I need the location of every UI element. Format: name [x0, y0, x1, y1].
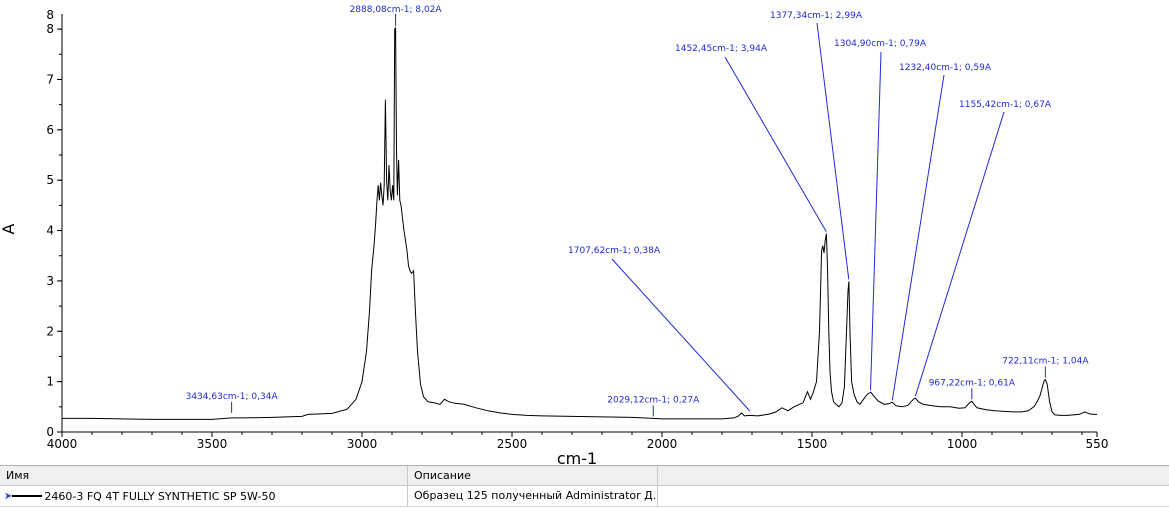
x-axis-label: cm-1 — [557, 449, 597, 465]
annotation-leader-line — [816, 22, 850, 280]
legend-row-description: Образец 125 полученный Administrator Д..… — [408, 486, 658, 506]
chart-axes: 4000 3500 3000 2500 2000 1500 1000 550 0 1 2 3 4 5 6 7 8… — [46, 8, 1108, 451]
annotation-leader-line — [611, 258, 751, 412]
peak-annotation-label: 1155,42cm-1; 0,67A — [959, 100, 1052, 110]
peak-annotation-label: 1232,40cm-1; 0,59A — [899, 63, 992, 73]
plot-area — [62, 26, 1097, 420]
y-tick-label: 4 — [46, 224, 54, 238]
legend-row[interactable]: ➤ 2460-3 FQ 4T FULLY SYNTHETIC SP 5W-50 … — [0, 486, 1169, 507]
legend-row-spacer — [658, 486, 1169, 506]
y-axis-label: A — [0, 223, 18, 234]
spectrum-chart: 4000 3500 3000 2500 2000 1500 1000 550 0 1 2 3 4 5 6 7 8… — [0, 5, 1108, 465]
series-line-swatch-icon — [12, 495, 43, 497]
y-tick-label: 6 — [46, 123, 54, 137]
y-tick-label: 2 — [46, 324, 54, 338]
x-tick-label: 3500 — [197, 437, 228, 451]
legend-header-name[interactable]: Имя — [0, 466, 408, 485]
x-tick-label: 2000 — [647, 437, 678, 451]
peak-annotation-label: 1707,62cm-1; 0,38A — [568, 246, 661, 256]
x-tick-label: 3000 — [347, 437, 378, 451]
y-tick-label: 8 — [46, 22, 54, 36]
peak-annotation-label: 2029,12cm-1; 0,27A — [607, 395, 700, 405]
x-tick-label: 1500 — [797, 437, 828, 451]
peak-annotation-label: 1377,34cm-1; 2,99A — [770, 11, 863, 21]
peak-annotation-label: 1452,45cm-1; 3,94A — [675, 44, 768, 54]
y-tick-label: 5 — [46, 173, 54, 187]
peak-annotation-label: 3434,63cm-1; 0,34A — [186, 392, 279, 402]
peak-annotation-label: 1304,90cm-1; 0,79A — [834, 39, 927, 49]
legend-row-name-cell[interactable]: ➤ 2460-3 FQ 4T FULLY SYNTHETIC SP 5W-50 — [0, 486, 408, 506]
y-axis-top-label: 8 — [46, 8, 54, 22]
legend-header-spacer — [658, 466, 1169, 485]
legend-row-name: 2460-3 FQ 4T FULLY SYNTHETIC SP 5W-50 — [44, 489, 276, 503]
annotation-leader-line — [914, 111, 1005, 397]
legend-header-row: Имя Описание — [0, 466, 1169, 486]
peak-annotation-label: 2888,08cm-1; 8,02A — [350, 5, 443, 15]
annotation-leader-line — [891, 74, 945, 401]
x-tick-label: 550 — [1086, 437, 1109, 451]
x-tick-label: 2500 — [497, 437, 528, 451]
current-row-arrow-icon: ➤ — [4, 490, 13, 502]
peak-annotation-label: 967,22cm-1; 0,61A — [929, 378, 1016, 388]
x-tick-label: 4000 — [47, 437, 78, 451]
annotation-leader-line — [724, 56, 827, 232]
peak-annotation-label: 722,11cm-1; 1,04A — [1002, 357, 1089, 367]
peak-annotations: 3434,63cm-1; 0,34A 2888,08cm-1; 8,02A 2029… — [186, 5, 1089, 417]
x-tick-label: 1000 — [947, 437, 978, 451]
y-tick-label: 1 — [46, 375, 54, 389]
y-tick-label: 3 — [46, 274, 54, 288]
y-tick-label: 0 — [46, 425, 54, 439]
legend-table: Имя Описание ➤ 2460-3 FQ 4T FULLY SYNTHE… — [0, 465, 1169, 508]
legend-header-description[interactable]: Описание — [408, 466, 658, 485]
annotation-leader-line — [870, 51, 882, 391]
spectrum-series-line — [62, 26, 1097, 420]
y-tick-label: 7 — [46, 72, 54, 86]
